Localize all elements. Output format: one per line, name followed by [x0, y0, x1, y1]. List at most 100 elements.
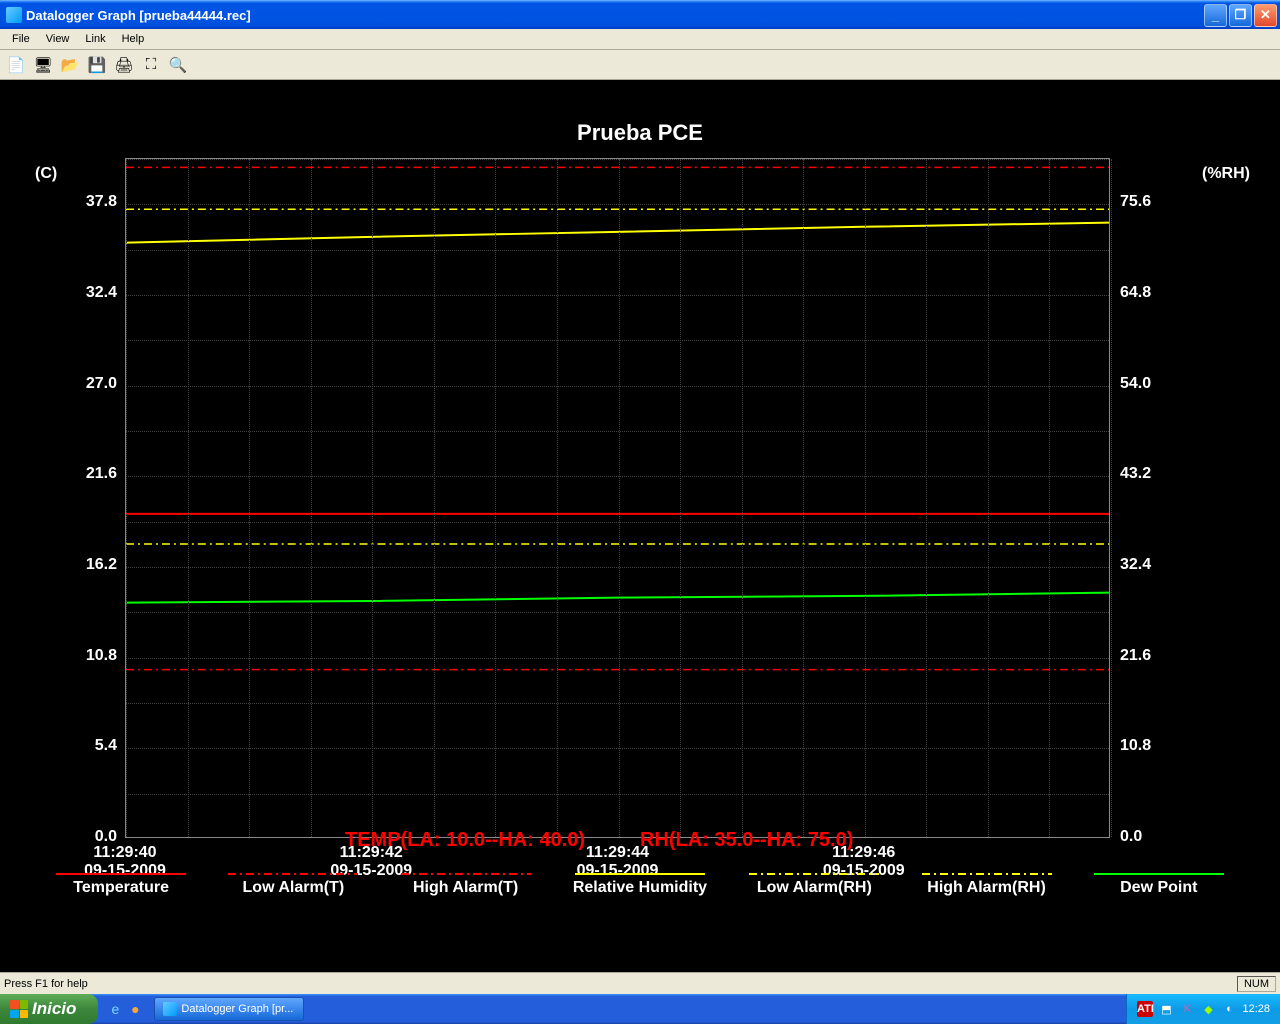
- y1-tick: 10.8: [67, 647, 117, 665]
- gridline-v: [372, 159, 373, 837]
- toolbar: 📄🖥📂💾🖨⛶🔍: [0, 50, 1280, 80]
- titlebar: Datalogger Graph [prueba44444.rec] _ ❐ ✕: [0, 0, 1280, 29]
- gridline-h: [126, 522, 1109, 523]
- print-icon[interactable]: 🖨: [112, 53, 136, 77]
- plot-region[interactable]: [125, 158, 1110, 838]
- y1-tick: 32.4: [67, 284, 117, 302]
- gridline-h: [126, 703, 1109, 704]
- window-buttons: _ ❐ ✕: [1204, 4, 1280, 27]
- y1-tick: 16.2: [67, 556, 117, 574]
- y2-tick: 0.0: [1120, 828, 1170, 846]
- menu-file[interactable]: File: [4, 31, 38, 47]
- start-button[interactable]: Inicio: [0, 994, 98, 1024]
- status-num-indicator: NUM: [1237, 976, 1276, 992]
- device-icon[interactable]: 🖥: [31, 53, 55, 77]
- chart-area: Prueba PCE (C) (%RH) 0.05.410.816.221.62…: [0, 80, 1280, 972]
- start-label: Inicio: [32, 999, 76, 1019]
- task-app-icon: [163, 1002, 177, 1016]
- gridline-h: [126, 431, 1109, 432]
- gridline-v: [926, 159, 927, 837]
- taskbar-item-datalogger[interactable]: Datalogger Graph [pr...: [154, 997, 304, 1021]
- save-icon[interactable]: 💾: [85, 53, 109, 77]
- gridline-v: [803, 159, 804, 837]
- gridline-h: [126, 204, 1109, 205]
- gridline-v: [557, 159, 558, 837]
- zoom-icon[interactable]: 🔍: [166, 53, 190, 77]
- window-title: Datalogger Graph [prueba44444.rec]: [26, 8, 1204, 23]
- alarm-rh-text: RH(LA: 35.0--HA: 75.0): [640, 829, 853, 852]
- legend-swatch: [56, 873, 186, 875]
- gridline-h: [126, 612, 1109, 613]
- y2-tick: 10.8: [1120, 737, 1170, 755]
- menubar: File View Link Help: [0, 29, 1280, 50]
- tray-icon-2[interactable]: K: [1179, 1001, 1195, 1017]
- gridline-h: [126, 340, 1109, 341]
- gridline-v: [988, 159, 989, 837]
- legend-label: High Alarm(RH): [927, 879, 1046, 897]
- tray-icon-3[interactable]: ◆: [1200, 1001, 1216, 1017]
- legend-label: Relative Humidity: [573, 879, 707, 897]
- gridline-h: [126, 250, 1109, 251]
- chart-title: Prueba PCE: [0, 120, 1280, 146]
- app-icon: [6, 7, 22, 23]
- y2-tick: 43.2: [1120, 465, 1170, 483]
- gridline-h: [126, 159, 1109, 160]
- legend-swatch: [1094, 873, 1224, 875]
- tray-icon-4[interactable]: ◐: [1221, 1001, 1237, 1017]
- gridline-h: [126, 748, 1109, 749]
- gridline-h: [126, 476, 1109, 477]
- legend-swatch: [749, 873, 879, 875]
- legend-swatch: [401, 873, 531, 875]
- ie-icon[interactable]: e: [106, 1000, 124, 1018]
- legend-item: High Alarm(RH): [922, 873, 1052, 897]
- legend: Temperature Low Alarm(T) High Alarm(T) Rela…: [35, 873, 1245, 897]
- legend-label: Temperature: [73, 879, 169, 897]
- legend-swatch: [922, 873, 1052, 875]
- legend-item: High Alarm(T): [401, 873, 531, 897]
- systray: ATI ⬒ K ◆ ◐ 12:28: [1126, 994, 1280, 1024]
- tray-icon-1[interactable]: ⬒: [1158, 1001, 1174, 1017]
- y1-tick: 5.4: [67, 737, 117, 755]
- new-file-icon[interactable]: 📄: [4, 53, 28, 77]
- y2-tick: 75.6: [1120, 193, 1170, 211]
- maximize-button[interactable]: ❐: [1229, 4, 1252, 27]
- minimize-button[interactable]: _: [1204, 4, 1227, 27]
- clock[interactable]: 12:28: [1242, 1003, 1270, 1015]
- menu-link[interactable]: Link: [77, 31, 113, 47]
- ati-tray-icon[interactable]: ATI: [1137, 1001, 1153, 1017]
- gridline-v: [249, 159, 250, 837]
- gridline-v: [1111, 159, 1112, 837]
- firefox-icon[interactable]: ●: [126, 1000, 144, 1018]
- y1-tick: 21.6: [67, 465, 117, 483]
- legend-swatch: [228, 873, 358, 875]
- gridline-h: [126, 658, 1109, 659]
- gridline-v: [1049, 159, 1050, 837]
- gridline-v: [188, 159, 189, 837]
- menu-help[interactable]: Help: [114, 31, 153, 47]
- legend-item: Low Alarm(T): [228, 873, 358, 897]
- y1-axis-label: (C): [35, 165, 57, 183]
- windows-logo-icon: [10, 1000, 28, 1018]
- y2-tick: 54.0: [1120, 375, 1170, 393]
- gridline-v: [126, 159, 127, 837]
- close-button[interactable]: ✕: [1254, 4, 1277, 27]
- legend-label: High Alarm(T): [413, 879, 518, 897]
- y2-tick: 32.4: [1120, 556, 1170, 574]
- gridline-h: [126, 567, 1109, 568]
- statusbar: Press F1 for help NUM: [0, 972, 1280, 994]
- y2-axis-label: (%RH): [1202, 165, 1250, 183]
- y2-tick: 64.8: [1120, 284, 1170, 302]
- legend-label: Low Alarm(RH): [757, 879, 872, 897]
- open-icon[interactable]: 📂: [58, 53, 82, 77]
- fullscreen-icon[interactable]: ⛶: [139, 53, 163, 77]
- y1-tick: 37.8: [67, 193, 117, 211]
- legend-swatch: [575, 873, 705, 875]
- gridline-h: [126, 794, 1109, 795]
- gridline-h: [126, 295, 1109, 296]
- gridline-v: [680, 159, 681, 837]
- gridline-v: [619, 159, 620, 837]
- legend-item: Dew Point: [1094, 873, 1224, 897]
- task-label: Datalogger Graph [pr...: [181, 1003, 293, 1015]
- menu-view[interactable]: View: [38, 31, 78, 47]
- gridline-v: [495, 159, 496, 837]
